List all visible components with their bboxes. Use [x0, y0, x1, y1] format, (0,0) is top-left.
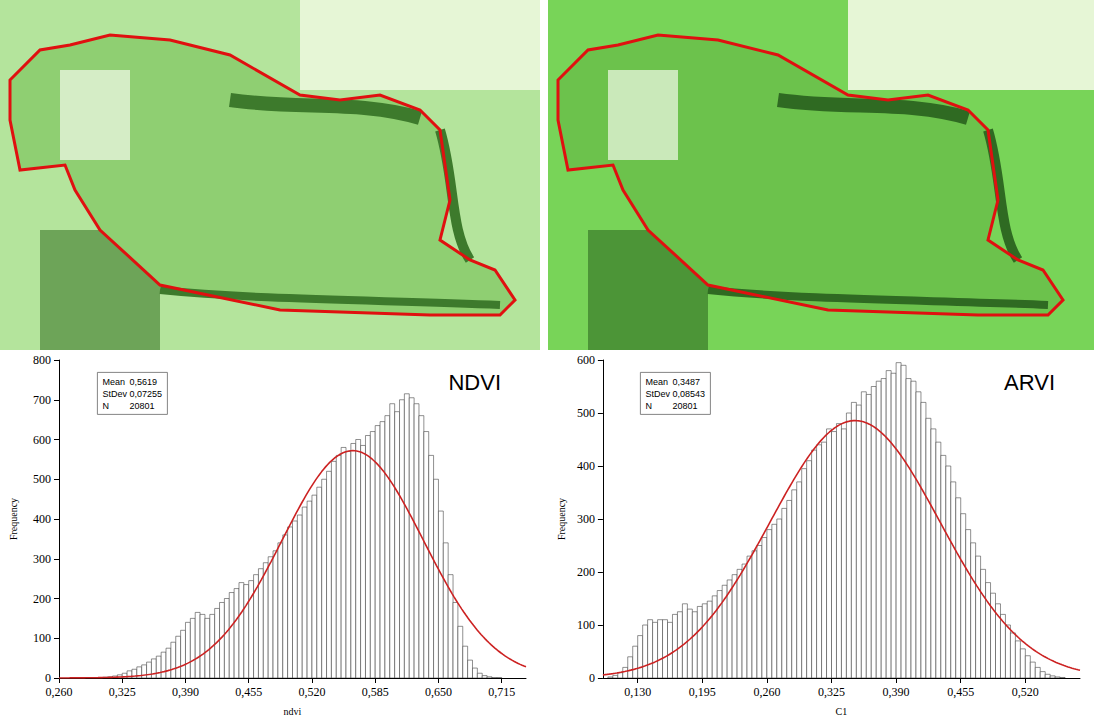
svg-text:100: 100: [577, 618, 595, 632]
svg-text:0,650: 0,650: [425, 685, 452, 699]
svg-text:0: 0: [45, 671, 51, 685]
svg-text:Mean: Mean: [645, 377, 668, 387]
svg-text:StDev: StDev: [102, 389, 127, 399]
svg-text:ARVI: ARVI: [1004, 370, 1055, 395]
svg-text:ndvi: ndvi: [284, 706, 302, 717]
svg-text:0: 0: [589, 671, 595, 685]
svg-text:0,07255: 0,07255: [129, 389, 162, 399]
svg-text:0,195: 0,195: [689, 685, 716, 699]
svg-text:StDev: StDev: [645, 389, 670, 399]
svg-text:0,390: 0,390: [883, 685, 910, 699]
svg-text:C1: C1: [836, 706, 848, 717]
svg-text:400: 400: [577, 459, 595, 473]
svg-text:600: 600: [33, 433, 51, 447]
svg-text:N: N: [102, 401, 109, 411]
svg-text:Frequency: Frequency: [556, 498, 567, 540]
svg-text:0,585: 0,585: [362, 685, 389, 699]
svg-text:200: 200: [577, 565, 595, 579]
svg-text:600: 600: [577, 353, 595, 367]
svg-text:400: 400: [33, 512, 51, 526]
svg-text:300: 300: [33, 552, 51, 566]
svg-text:700: 700: [33, 393, 51, 407]
svg-text:0,3487: 0,3487: [672, 377, 700, 387]
svg-text:N: N: [645, 401, 652, 411]
svg-text:0,390: 0,390: [172, 685, 199, 699]
svg-text:0,455: 0,455: [947, 685, 974, 699]
svg-text:0,130: 0,130: [624, 685, 651, 699]
svg-text:NDVI: NDVI: [448, 370, 501, 395]
svg-text:0,260: 0,260: [46, 685, 73, 699]
svg-text:20801: 20801: [672, 401, 697, 411]
svg-text:0,455: 0,455: [235, 685, 262, 699]
svg-text:500: 500: [33, 472, 51, 486]
svg-text:0,715: 0,715: [488, 685, 515, 699]
svg-text:0,325: 0,325: [818, 685, 845, 699]
svg-text:0,260: 0,260: [753, 685, 780, 699]
svg-text:Frequency: Frequency: [8, 498, 19, 540]
svg-text:800: 800: [33, 353, 51, 367]
svg-text:300: 300: [577, 512, 595, 526]
svg-text:0,520: 0,520: [1012, 685, 1039, 699]
svg-text:0,08543: 0,08543: [672, 389, 705, 399]
svg-text:Mean: Mean: [102, 377, 125, 387]
svg-text:100: 100: [33, 631, 51, 645]
svg-text:20801: 20801: [129, 401, 154, 411]
svg-text:200: 200: [33, 592, 51, 606]
svg-text:500: 500: [577, 406, 595, 420]
svg-text:0,325: 0,325: [109, 685, 136, 699]
svg-text:0,5619: 0,5619: [129, 377, 157, 387]
svg-text:0,520: 0,520: [298, 685, 325, 699]
